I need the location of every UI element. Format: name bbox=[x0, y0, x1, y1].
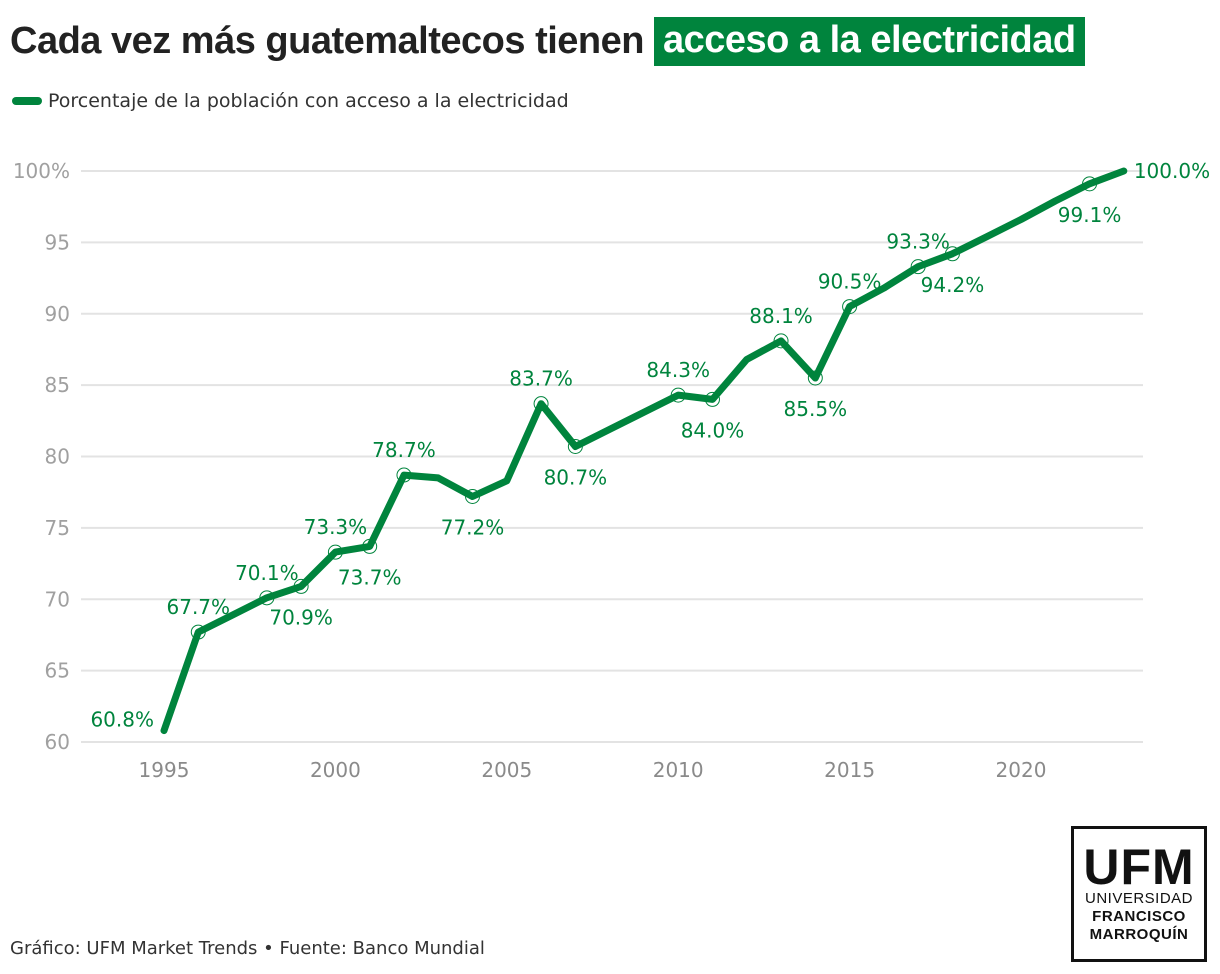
data-point-marker bbox=[1082, 176, 1098, 192]
logo-mark: UFM bbox=[1083, 839, 1195, 895]
data-label: 83.7% bbox=[509, 367, 573, 391]
data-point-marker bbox=[327, 544, 343, 560]
gridlines bbox=[81, 170, 1143, 743]
data-label: 84.3% bbox=[646, 358, 710, 382]
data-labels: 60.8% 67.7%70.1% 70.9% 73.3% 73.7% 78.7% 77.2%… bbox=[90, 159, 1210, 732]
legend-label: Porcentaje de la población con acceso a … bbox=[48, 90, 569, 112]
data-label: 99.1% bbox=[1058, 203, 1122, 227]
data-label: 73.3% bbox=[304, 515, 368, 539]
y-tick-label: 100% bbox=[13, 159, 70, 183]
series bbox=[160, 167, 1128, 735]
ufm-logo: UFM UNIVERSIDAD FRANCISCO MARROQUÍN bbox=[1071, 826, 1207, 962]
y-tick-label: 65 bbox=[45, 659, 70, 683]
data-point-marker bbox=[910, 259, 926, 275]
data-label: 60.8% bbox=[90, 708, 154, 732]
y-tick-label: 75 bbox=[45, 516, 70, 540]
y-axis-ticks: 60 65 70 75 80 85 90 95 100% bbox=[13, 159, 70, 754]
data-point-marker bbox=[704, 391, 720, 407]
logo-line-3: MARROQUÍN bbox=[1089, 926, 1189, 943]
y-tick-label: 80 bbox=[45, 445, 70, 469]
y-tick-label: 60 bbox=[45, 730, 70, 754]
x-tick-label: 2000 bbox=[310, 758, 361, 782]
data-point-marker bbox=[396, 467, 412, 483]
x-tick-label: 2010 bbox=[653, 758, 704, 782]
data-label: 80.7% bbox=[544, 466, 608, 490]
data-point-marker bbox=[465, 488, 481, 504]
data-point-marker bbox=[293, 578, 309, 594]
series-line bbox=[160, 167, 1128, 735]
x-tick-label: 2005 bbox=[481, 758, 532, 782]
data-point-marker bbox=[842, 299, 858, 315]
data-label: 67.7% bbox=[167, 595, 231, 619]
title-text: Cada vez más guatemaltecos tienen bbox=[10, 19, 644, 62]
data-label: 77.2% bbox=[441, 515, 505, 539]
data-label: 90.5% bbox=[818, 270, 882, 294]
chart-title: Cada vez más guatemaltecos tienen acceso… bbox=[10, 12, 1085, 70]
data-point-marker bbox=[533, 396, 549, 412]
y-tick-label: 95 bbox=[45, 230, 70, 254]
data-point-marker bbox=[190, 624, 206, 640]
y-tick-label: 90 bbox=[45, 302, 70, 326]
data-label: 93.3% bbox=[886, 230, 950, 254]
data-label: 78.7% bbox=[372, 438, 436, 462]
legend-swatch bbox=[12, 97, 42, 105]
data-label: 84.0% bbox=[681, 418, 745, 442]
data-label: 73.7% bbox=[338, 565, 402, 589]
point-markers bbox=[190, 176, 1098, 640]
data-point-marker bbox=[944, 246, 960, 262]
logo-line-2: FRANCISCO bbox=[1092, 908, 1186, 925]
data-label: 70.1% bbox=[235, 561, 299, 585]
data-label: 88.1% bbox=[749, 304, 813, 328]
data-point-marker bbox=[807, 370, 823, 386]
source-credit: Gráfico: UFM Market Trends • Fuente: Ban… bbox=[10, 938, 485, 959]
y-tick-label: 85 bbox=[45, 373, 70, 397]
data-label: 70.9% bbox=[269, 605, 333, 629]
data-point-marker bbox=[567, 439, 583, 455]
data-point-marker bbox=[362, 538, 378, 554]
x-tick-label: 2020 bbox=[996, 758, 1047, 782]
data-label: 100.0% bbox=[1134, 159, 1210, 183]
y-tick-label: 70 bbox=[45, 587, 70, 611]
x-tick-label: 1995 bbox=[139, 758, 190, 782]
logo-line-1: UNIVERSIDAD bbox=[1084, 890, 1194, 907]
data-point-marker bbox=[670, 387, 686, 403]
legend: Porcentaje de la población con acceso a … bbox=[12, 90, 569, 112]
x-axis-ticks: 1995 2000 2005 2010 2015 2020 bbox=[139, 758, 1047, 782]
title-highlight: acceso a la electricidad bbox=[653, 16, 1085, 66]
data-label: 94.2% bbox=[921, 273, 985, 297]
x-tick-label: 2015 bbox=[824, 758, 875, 782]
data-label: 85.5% bbox=[784, 397, 848, 421]
data-point-marker bbox=[773, 333, 789, 349]
data-point-marker bbox=[259, 590, 275, 606]
